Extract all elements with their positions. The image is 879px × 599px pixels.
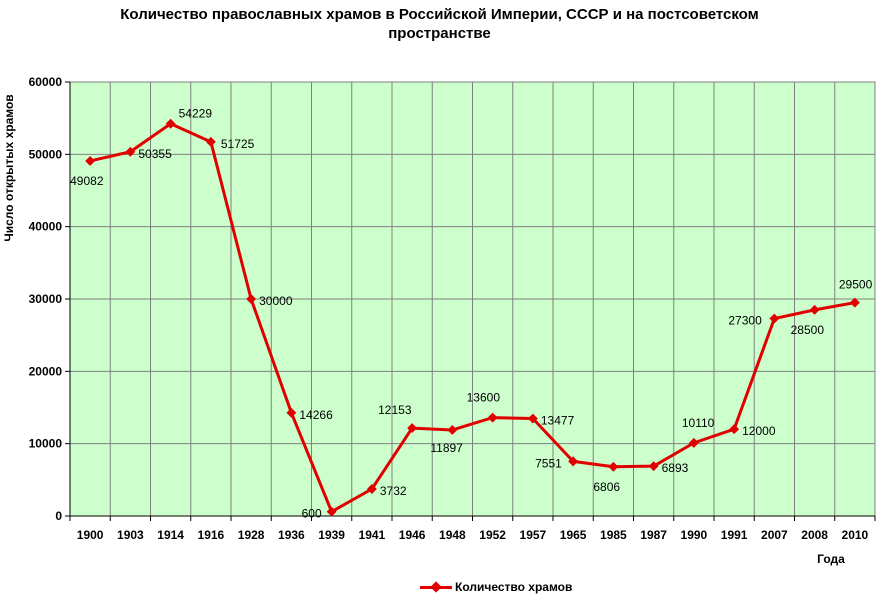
x-tick-label: 1916 (198, 528, 225, 542)
data-label: 50355 (138, 147, 172, 161)
data-label: 54229 (179, 107, 213, 121)
data-label: 12153 (378, 403, 412, 417)
x-tick-label: 1991 (721, 528, 748, 542)
data-point-marker (447, 424, 458, 435)
x-tick-label: 1952 (479, 528, 506, 542)
data-label: 6806 (593, 480, 620, 494)
data-label: 14266 (299, 408, 333, 422)
x-tick-label: 1957 (520, 528, 547, 542)
y-tick-label: 20000 (29, 364, 63, 378)
data-label: 7551 (535, 456, 562, 470)
data-point-marker (85, 156, 96, 166)
axes (65, 81, 876, 521)
x-tick-label: 1987 (640, 528, 667, 542)
data-point-marker (527, 413, 538, 424)
y-tick-label: 60000 (29, 75, 63, 89)
data-point-marker (568, 456, 579, 467)
data-label: 13477 (541, 414, 575, 428)
legend: Количество храмов (420, 578, 572, 596)
x-tick-label: 1928 (238, 528, 265, 542)
series-line-0 (89, 122, 856, 514)
x-tick-label: 1948 (439, 528, 466, 542)
data-point-marker (165, 118, 176, 129)
data-label: 27300 (728, 314, 762, 328)
data-label: 13600 (467, 391, 501, 405)
series-markers (85, 118, 860, 517)
data-point-marker (125, 146, 136, 157)
x-tick-label: 1965 (560, 528, 587, 542)
data-point-marker (407, 423, 418, 434)
x-tick-label: 1900 (77, 528, 104, 542)
data-label: 51725 (221, 137, 255, 151)
y-tick-label: 0 (55, 509, 62, 523)
x-tick-label: 1941 (359, 528, 386, 542)
y-tick-label: 40000 (29, 220, 63, 234)
y-tick-label: 30000 (29, 292, 63, 306)
chart-title: Количество православных храмов в Российс… (0, 5, 879, 43)
x-axis-title: Года (817, 552, 845, 566)
x-tick-label: 1914 (157, 528, 184, 542)
data-point-marker (205, 136, 216, 147)
data-point-marker (608, 461, 619, 472)
x-tick-label: 2010 (842, 528, 869, 542)
y-tick-labels: 0 10000 20000 30000 40000 50000 60000 (29, 75, 63, 523)
data-point-marker (487, 412, 498, 423)
y-tick-label: 50000 (29, 147, 63, 161)
legend-label: Количество храмов (455, 580, 573, 594)
data-label: 12000 (742, 424, 776, 438)
chart-title-line-1: Количество православных храмов в Российс… (120, 6, 759, 23)
data-label: 29500 (839, 278, 873, 292)
data-point-marker (366, 484, 377, 494)
data-label: 49082 (70, 174, 104, 188)
legend-swatch (420, 580, 452, 594)
data-point-marker (286, 407, 297, 418)
chart-title-line-2: пространстве (388, 25, 491, 42)
data-labels: 49082 50355 54229 51725 30000 14266 600 3732 121… (70, 107, 872, 521)
data-label: 6893 (662, 461, 689, 475)
data-label: 3732 (380, 484, 407, 498)
series-lines (89, 122, 856, 514)
x-tick-label: 1939 (318, 528, 345, 542)
x-tick-label: 1903 (117, 528, 144, 542)
data-point-marker (648, 461, 659, 472)
data-point-marker (246, 294, 257, 304)
y-axis-title: Число открытых храмов (2, 94, 16, 241)
data-label: 11897 (430, 441, 463, 455)
x-tick-label: 2007 (761, 528, 788, 542)
data-label: 30000 (259, 294, 293, 308)
x-tick-label: 1990 (681, 528, 708, 542)
data-label: 10110 (682, 416, 715, 430)
x-tick-label: 1985 (600, 528, 627, 542)
x-tick-label: 2008 (801, 528, 828, 542)
x-tick-label: 1936 (278, 528, 305, 542)
data-point-marker (688, 437, 699, 448)
data-point-marker (729, 424, 740, 435)
data-label: 600 (302, 507, 322, 521)
data-label: 28500 (791, 323, 825, 337)
data-point-marker (326, 506, 337, 517)
data-point-marker (809, 304, 820, 315)
data-point-marker (769, 313, 780, 324)
y-tick-label: 10000 (29, 437, 63, 451)
x-tick-labels: 1900 1903 1914 1916 1928 1936 1939 1941 1946 1948… (77, 528, 869, 542)
x-tick-label: 1946 (399, 528, 426, 542)
x-gridlines (109, 82, 836, 516)
data-point-marker (849, 297, 860, 308)
